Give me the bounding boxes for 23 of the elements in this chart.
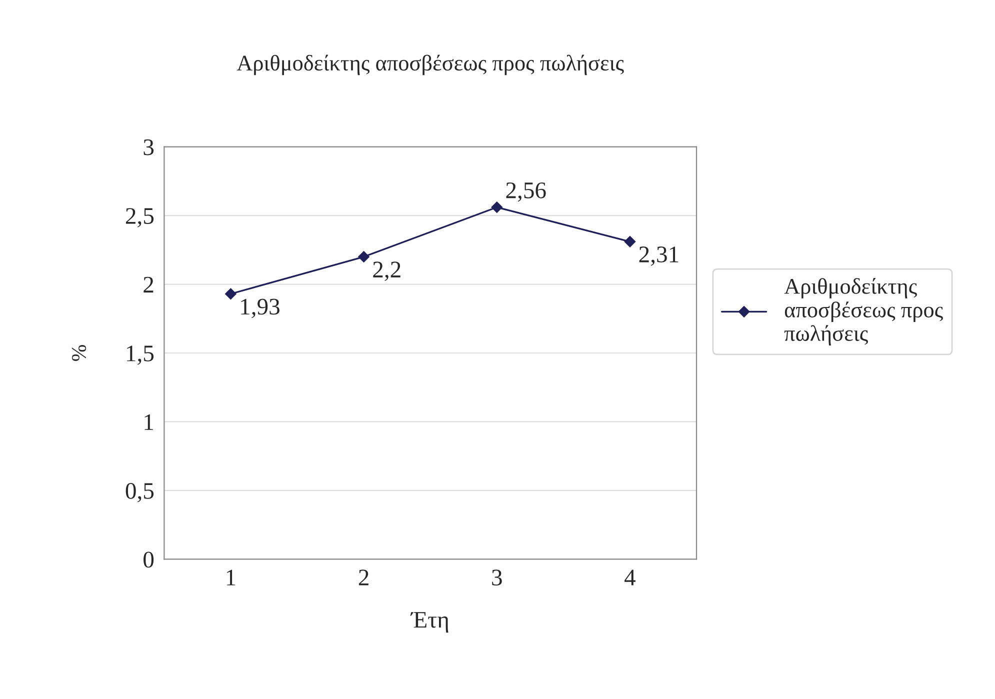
data-label: 2,56: [506, 182, 546, 202]
x-tick-label: 3: [492, 570, 502, 586]
x-axis-title: Έτη: [410, 612, 448, 633]
data-label: 1,93: [241, 298, 280, 318]
x-tick-label: 1: [226, 570, 236, 586]
y-tick-label: 3: [144, 139, 154, 156]
legend-label: Αριθμοδείκτης αποσβέσεως προς πωλήσεις: [784, 278, 943, 346]
y-tick-label: 0: [144, 552, 154, 568]
data-label: 2,31: [639, 246, 678, 266]
x-tick-label: 2: [358, 570, 368, 586]
y-tick-label: 2,5: [126, 208, 154, 228]
y-tick-label: 1,5: [127, 346, 154, 365]
x-tick-label: 4: [624, 570, 636, 586]
point: [624, 236, 636, 248]
point: [225, 288, 236, 300]
y-tick-label: 0,5: [126, 482, 154, 502]
y-tick-label: 1: [144, 414, 154, 430]
y-axis-title: %: [72, 345, 86, 361]
chart-title: Αριθμοδείκτης αποσβέσεως προς πωλήσεις: [236, 54, 624, 76]
data-label: 2,2: [373, 262, 400, 281]
point: [358, 251, 370, 262]
point: [491, 202, 502, 213]
y-tick-label: 2: [144, 276, 154, 292]
